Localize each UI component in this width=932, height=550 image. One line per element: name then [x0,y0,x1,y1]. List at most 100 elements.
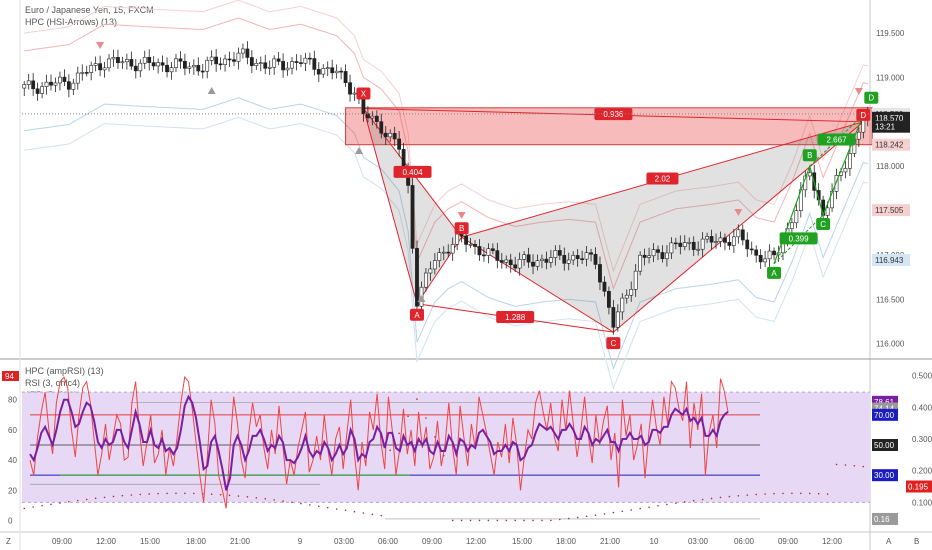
candle-body [75,72,80,84]
candle-body [348,82,352,95]
point-label-box [802,149,817,162]
time-tick-label: 10 [650,537,659,546]
abcd-point-d: D [864,91,879,104]
atr-dot [648,506,650,508]
atr-dot [362,512,365,514]
candle-body [379,121,384,134]
atr-dot [692,499,695,502]
point-label-text: D [868,94,874,103]
price-badge [872,204,910,217]
candle-body [187,66,192,69]
candle-body [772,250,776,256]
candle-body [691,241,696,250]
upper-band-outer [24,0,868,273]
point-label-box [496,310,535,323]
atr-dot [219,493,222,496]
point-label-text: 2.667 [827,135,848,144]
candle-body [615,311,620,328]
price-badge-text: 116.943 [875,256,904,265]
candle-body [22,84,27,89]
atr-dot [309,504,311,506]
atr-dot [550,519,552,522]
osc-level-text: 30.00 [874,471,895,480]
candle-body [705,236,709,240]
candle-body [191,65,196,68]
candle-body [415,248,419,307]
candle-body [218,63,223,66]
atr-dot [157,492,159,495]
price-badge [872,120,910,133]
candle-body [660,252,665,260]
candle-body [290,61,294,69]
pattern-point-b: B [454,222,469,235]
atr-dot [380,514,383,517]
candle-body [303,57,308,64]
candle-body [267,66,272,69]
candle-body [611,307,616,328]
candle-body [370,115,375,119]
candle-body [410,185,415,249]
abcd-ac [773,214,824,265]
candle-body [848,153,852,169]
sub-legend-amprsi[interactable]: HPC (ampRSI) (13) [25,366,104,376]
candle-body [464,235,468,245]
candle-body [223,58,227,65]
price-badge-text: 13:21 [875,123,896,132]
atr-dot [675,502,677,504]
candle-body [116,57,120,64]
candle-body [397,138,402,150]
time-tick-label: 21:00 [230,537,251,546]
time-tick-label: 06:00 [378,537,399,546]
atr-dot [130,494,133,496]
time-tick-label: 12:00 [96,537,117,546]
candle-body [205,60,210,72]
osc-right-tick: 0.400 [912,403,932,412]
atr-dot [318,505,320,508]
atr-dot [434,436,436,438]
atr-dot [291,501,293,504]
abcd-point-b: B [802,149,817,162]
atr-dot [532,519,534,522]
candle-body [486,248,491,256]
buy-arrow [354,147,363,154]
price-tick-label: 118.000 [876,162,905,171]
atr-dot [817,492,820,495]
pattern-point-c: C [606,337,621,350]
candle-body [294,61,299,63]
candle-body [62,76,67,82]
candle-body [437,252,442,261]
atr-dot [94,497,97,500]
candle-body [629,289,634,296]
buy-arrow [207,87,216,94]
candle-body [651,249,656,257]
sub-legend-rsi[interactable]: RSI (3, ohlc4) [25,378,81,388]
candle-body [459,233,464,237]
candle-body [624,294,629,299]
atr-dot [835,463,838,466]
candle-body [276,58,281,62]
atr-dot [862,465,865,468]
candle-body [504,259,509,263]
candle-body [383,132,388,138]
ratio-ac: 1.288 [496,310,535,323]
candle-body [468,244,473,246]
atr-dot [371,513,374,516]
candle-body [334,70,339,74]
atr-dot [764,493,766,495]
osc-left-tick: 80 [8,396,17,405]
candle-body [718,237,723,242]
atr-dot [353,510,356,513]
atr-dot [68,500,70,503]
candle-body [361,98,366,115]
candle-body [749,248,754,251]
atr-dot [103,496,106,499]
osc-right-tick: 0.300 [912,435,932,444]
candle-body [71,82,76,90]
price-tick-label: 119.000 [876,73,905,82]
atr-dot [246,496,249,498]
candle-body [401,149,406,168]
indicator-label[interactable]: HPC (HSI-Arrows) (13) [25,17,118,27]
candle-body [227,58,232,61]
